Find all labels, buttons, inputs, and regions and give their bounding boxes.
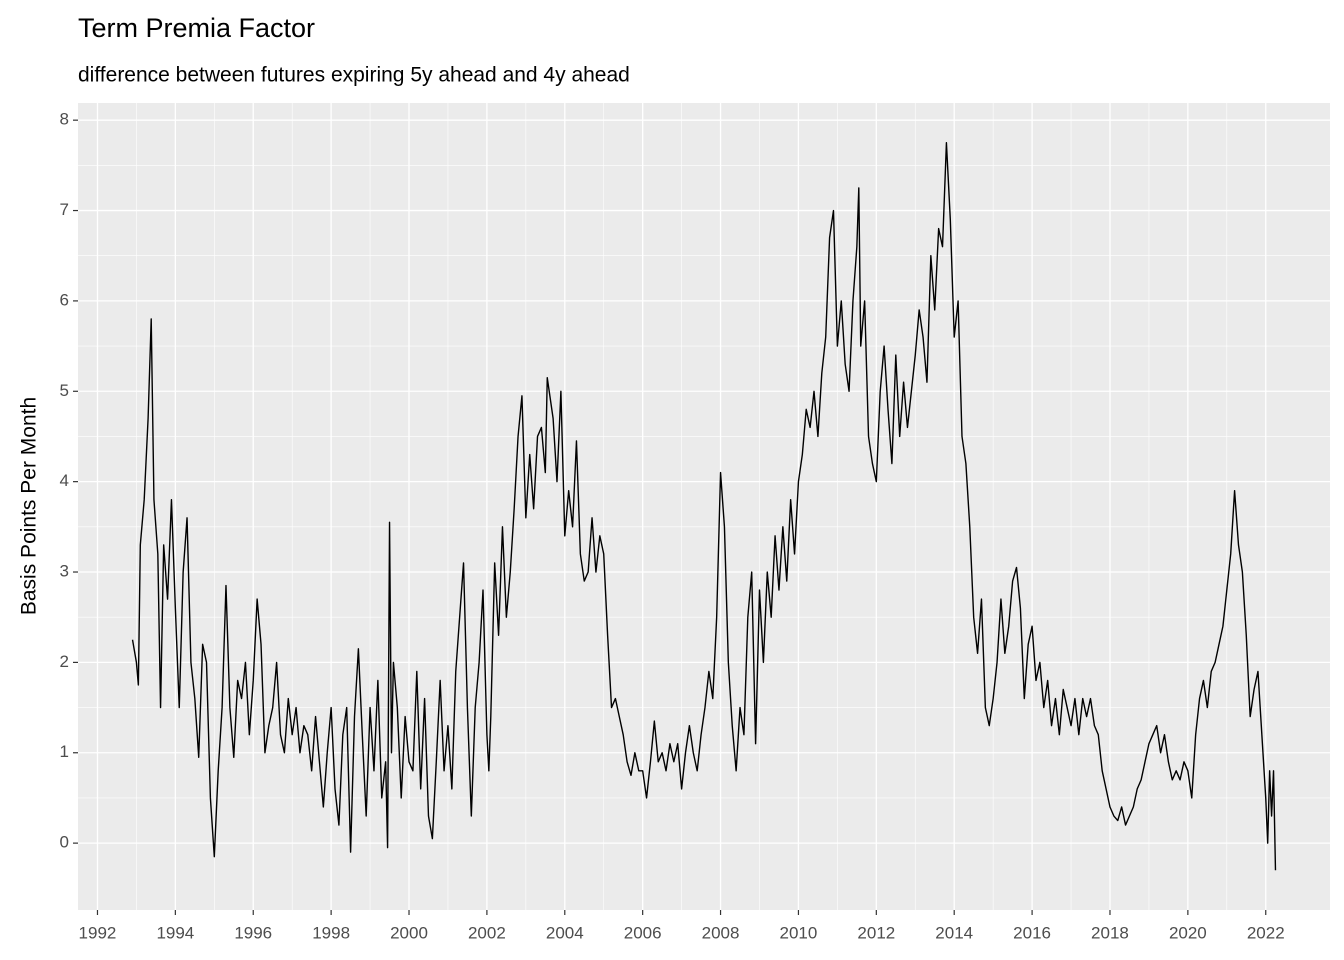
x-tick-label: 2000 [390,923,428,942]
x-tick-label: 2022 [1247,923,1285,942]
y-axis-label: Basis Points Per Month [18,397,41,615]
y-tick-label: 5 [60,381,69,400]
x-tick-label: 2020 [1169,923,1207,942]
x-tick-label: 2014 [935,923,973,942]
panel [78,103,1330,910]
x-tick-label: 2006 [624,923,662,942]
x-tick-label: 2018 [1091,923,1129,942]
x-tick-label: 2012 [857,923,895,942]
x-tick-label: 2016 [1013,923,1051,942]
data-line [131,142,1277,871]
y-tick-label: 3 [60,562,69,581]
x-tick-label: 2002 [468,923,506,942]
y-tick-label: 6 [60,290,69,309]
x-tick-label: 1996 [234,923,272,942]
chart-subtitle: difference between futures expiring 5y a… [78,64,630,87]
chart-title: Term Premia Factor [78,13,315,43]
x-tick-label: 1998 [312,923,350,942]
x-tick-label: 1992 [79,923,117,942]
y-tick-label: 0 [60,833,69,852]
x-tick-label: 1994 [156,923,194,942]
x-tick-label: 2004 [546,923,584,942]
y-tick-label: 2 [60,652,69,671]
y-tick-label: 1 [60,742,69,761]
y-tick-label: 4 [60,471,69,490]
x-tick-label: 2008 [702,923,740,942]
x-tick-label: 2010 [780,923,818,942]
y-tick-label: 8 [60,110,69,129]
y-tick-label: 7 [60,200,69,219]
